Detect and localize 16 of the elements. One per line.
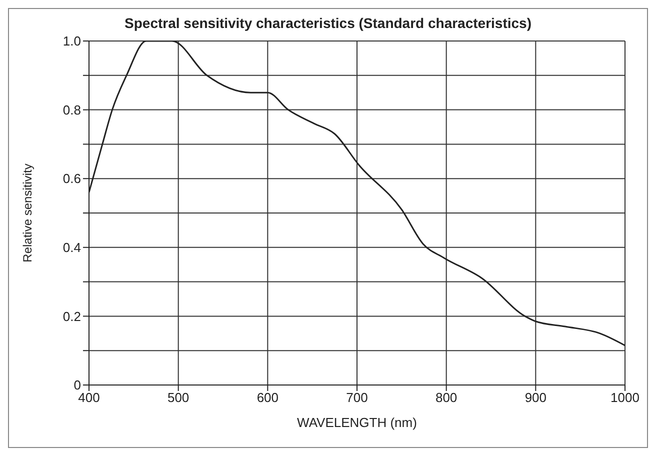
x-tick-label: 700 bbox=[346, 390, 368, 406]
y-tick-label: 0 bbox=[74, 378, 81, 393]
y-tick-label: 1.0 bbox=[62, 34, 81, 49]
x-tick-label: 500 bbox=[167, 390, 190, 406]
y-axis-title: Relative sensitivity bbox=[20, 164, 34, 262]
x-tick-label: 600 bbox=[256, 390, 279, 406]
x-tick-label: 1000 bbox=[610, 390, 640, 406]
y-tick-label: 0.2 bbox=[62, 308, 81, 324]
chart-title: Spectral sensitivity characteristics (Standard characteristics) bbox=[124, 14, 532, 31]
x-tick-label: 400 bbox=[78, 390, 100, 406]
y-tick-label: 0.8 bbox=[62, 102, 81, 118]
y-tick-label: 0.4 bbox=[62, 240, 81, 256]
y-tick-label: 0.6 bbox=[62, 171, 81, 186]
x-tick-label: 800 bbox=[435, 390, 458, 406]
x-tick-label: 900 bbox=[524, 390, 547, 406]
x-axis-title: WAVELENGTH (nm) bbox=[297, 415, 417, 430]
